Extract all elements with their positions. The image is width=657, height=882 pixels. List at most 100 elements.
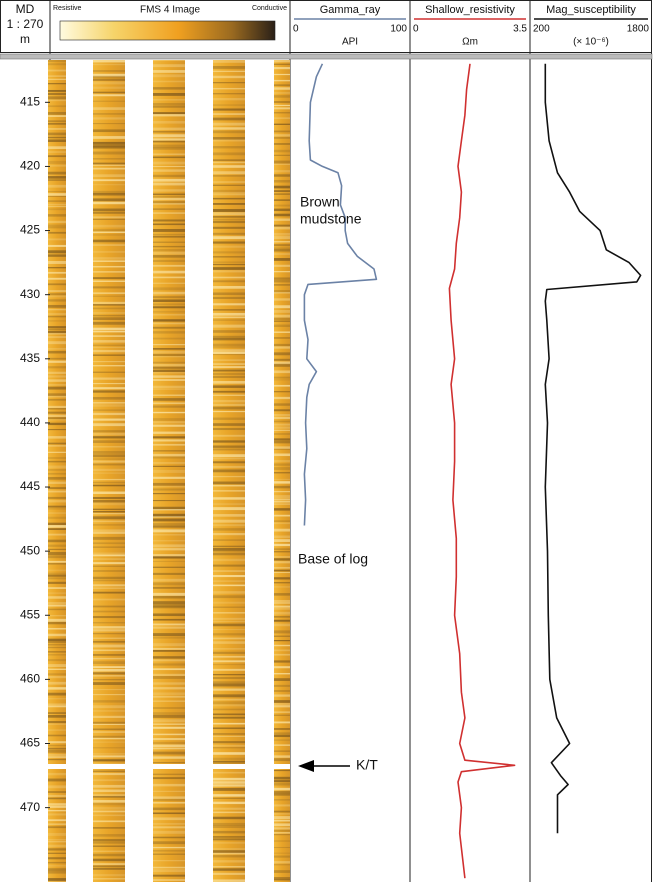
fms-texture bbox=[213, 528, 245, 531]
fms-texture bbox=[274, 429, 290, 432]
fms-texture bbox=[153, 738, 185, 741]
fms-texture bbox=[274, 630, 290, 634]
fms-texture bbox=[213, 66, 245, 69]
fms-texture bbox=[274, 543, 290, 547]
fms-texture bbox=[274, 352, 290, 356]
fms-texture bbox=[48, 405, 66, 409]
x-tick-label: 100 bbox=[390, 24, 407, 35]
fms-texture bbox=[48, 160, 66, 164]
fms-texture bbox=[93, 637, 125, 639]
fms-texture bbox=[93, 423, 125, 427]
fms-texture bbox=[48, 155, 66, 158]
fms-texture bbox=[213, 457, 245, 460]
fms-texture bbox=[153, 363, 185, 367]
fms-texture bbox=[274, 226, 290, 230]
fms-texture bbox=[93, 224, 125, 228]
fms-texture bbox=[274, 586, 290, 588]
header-divider bbox=[0, 53, 653, 60]
fms-texture bbox=[153, 356, 185, 358]
fms-texture bbox=[153, 436, 185, 439]
fms-texture bbox=[274, 136, 290, 139]
fms-texture bbox=[93, 184, 125, 186]
fms-texture bbox=[93, 675, 125, 677]
log-curve bbox=[448, 63, 516, 879]
fms-texture bbox=[93, 814, 125, 817]
fms-texture bbox=[274, 423, 290, 426]
fms-texture bbox=[93, 349, 125, 353]
fms-texture bbox=[93, 529, 125, 532]
fms-texture bbox=[213, 811, 245, 814]
fms-texture bbox=[274, 213, 290, 217]
fms-texture bbox=[48, 267, 66, 269]
fms-texture bbox=[93, 301, 125, 305]
fms-texture bbox=[153, 748, 185, 750]
fms-texture bbox=[48, 184, 66, 188]
fms-gap bbox=[153, 764, 185, 769]
fms-texture bbox=[274, 791, 290, 794]
fms-texture bbox=[93, 100, 125, 102]
fms-texture bbox=[274, 485, 290, 489]
fms-texture bbox=[274, 117, 290, 120]
fms-texture bbox=[274, 804, 290, 807]
fms-texture bbox=[213, 236, 245, 240]
fms-texture bbox=[48, 208, 66, 211]
fms-texture bbox=[274, 453, 290, 457]
fms-texture bbox=[213, 612, 245, 614]
fms-texture bbox=[48, 191, 66, 193]
fms-texture bbox=[153, 306, 185, 309]
fms-texture bbox=[153, 482, 185, 486]
fms-texture bbox=[153, 647, 185, 650]
fms-texture bbox=[93, 239, 125, 243]
fms-texture bbox=[48, 705, 66, 708]
fms-texture bbox=[274, 816, 290, 820]
fms-texture bbox=[153, 673, 185, 677]
fms-texture bbox=[93, 86, 125, 89]
fms-texture bbox=[153, 245, 185, 248]
fms-texture bbox=[274, 440, 290, 444]
fms-texture bbox=[274, 660, 290, 663]
depth-tick-label: 465 bbox=[20, 736, 40, 750]
fms-texture bbox=[213, 296, 245, 300]
fms-texture bbox=[153, 485, 185, 488]
fms-texture bbox=[274, 416, 290, 420]
depth-tick-label: 420 bbox=[20, 159, 40, 173]
fms-texture bbox=[153, 807, 185, 811]
fms-texture bbox=[93, 721, 125, 724]
fms-texture bbox=[93, 731, 125, 733]
fms-texture bbox=[274, 577, 290, 580]
fms-texture bbox=[153, 687, 185, 690]
fms-texture bbox=[153, 798, 185, 801]
fms-texture bbox=[213, 519, 245, 523]
fms-texture bbox=[213, 663, 245, 666]
fms-texture bbox=[93, 536, 125, 540]
fms-texture bbox=[153, 93, 185, 96]
fms-texture bbox=[93, 565, 125, 567]
fms-texture bbox=[213, 623, 245, 627]
fms-texture bbox=[274, 755, 290, 758]
fms-texture bbox=[93, 524, 125, 526]
md-unit: m bbox=[20, 32, 30, 46]
fms-texture bbox=[48, 379, 66, 382]
fms-texture bbox=[153, 70, 185, 73]
fms-texture bbox=[153, 375, 185, 378]
fms-texture bbox=[274, 566, 290, 569]
fms-texture bbox=[153, 860, 185, 862]
fms-texture bbox=[48, 596, 66, 599]
fms-texture bbox=[93, 440, 125, 443]
fms-texture bbox=[213, 628, 245, 631]
fms-texture bbox=[93, 728, 125, 730]
fms-texture bbox=[274, 481, 290, 484]
fms-texture bbox=[48, 408, 66, 410]
fms-texture bbox=[48, 477, 66, 480]
fms-texture bbox=[213, 359, 245, 361]
fms-texture bbox=[153, 692, 185, 696]
fms-texture bbox=[48, 569, 66, 571]
fms-texture bbox=[48, 203, 66, 206]
fms-texture bbox=[48, 643, 66, 646]
fms-texture bbox=[153, 337, 185, 340]
fms-texture bbox=[213, 171, 245, 175]
fms-texture bbox=[213, 372, 245, 376]
fms-texture bbox=[93, 60, 125, 63]
fms-texture bbox=[274, 277, 290, 280]
fms-texture bbox=[274, 678, 290, 681]
